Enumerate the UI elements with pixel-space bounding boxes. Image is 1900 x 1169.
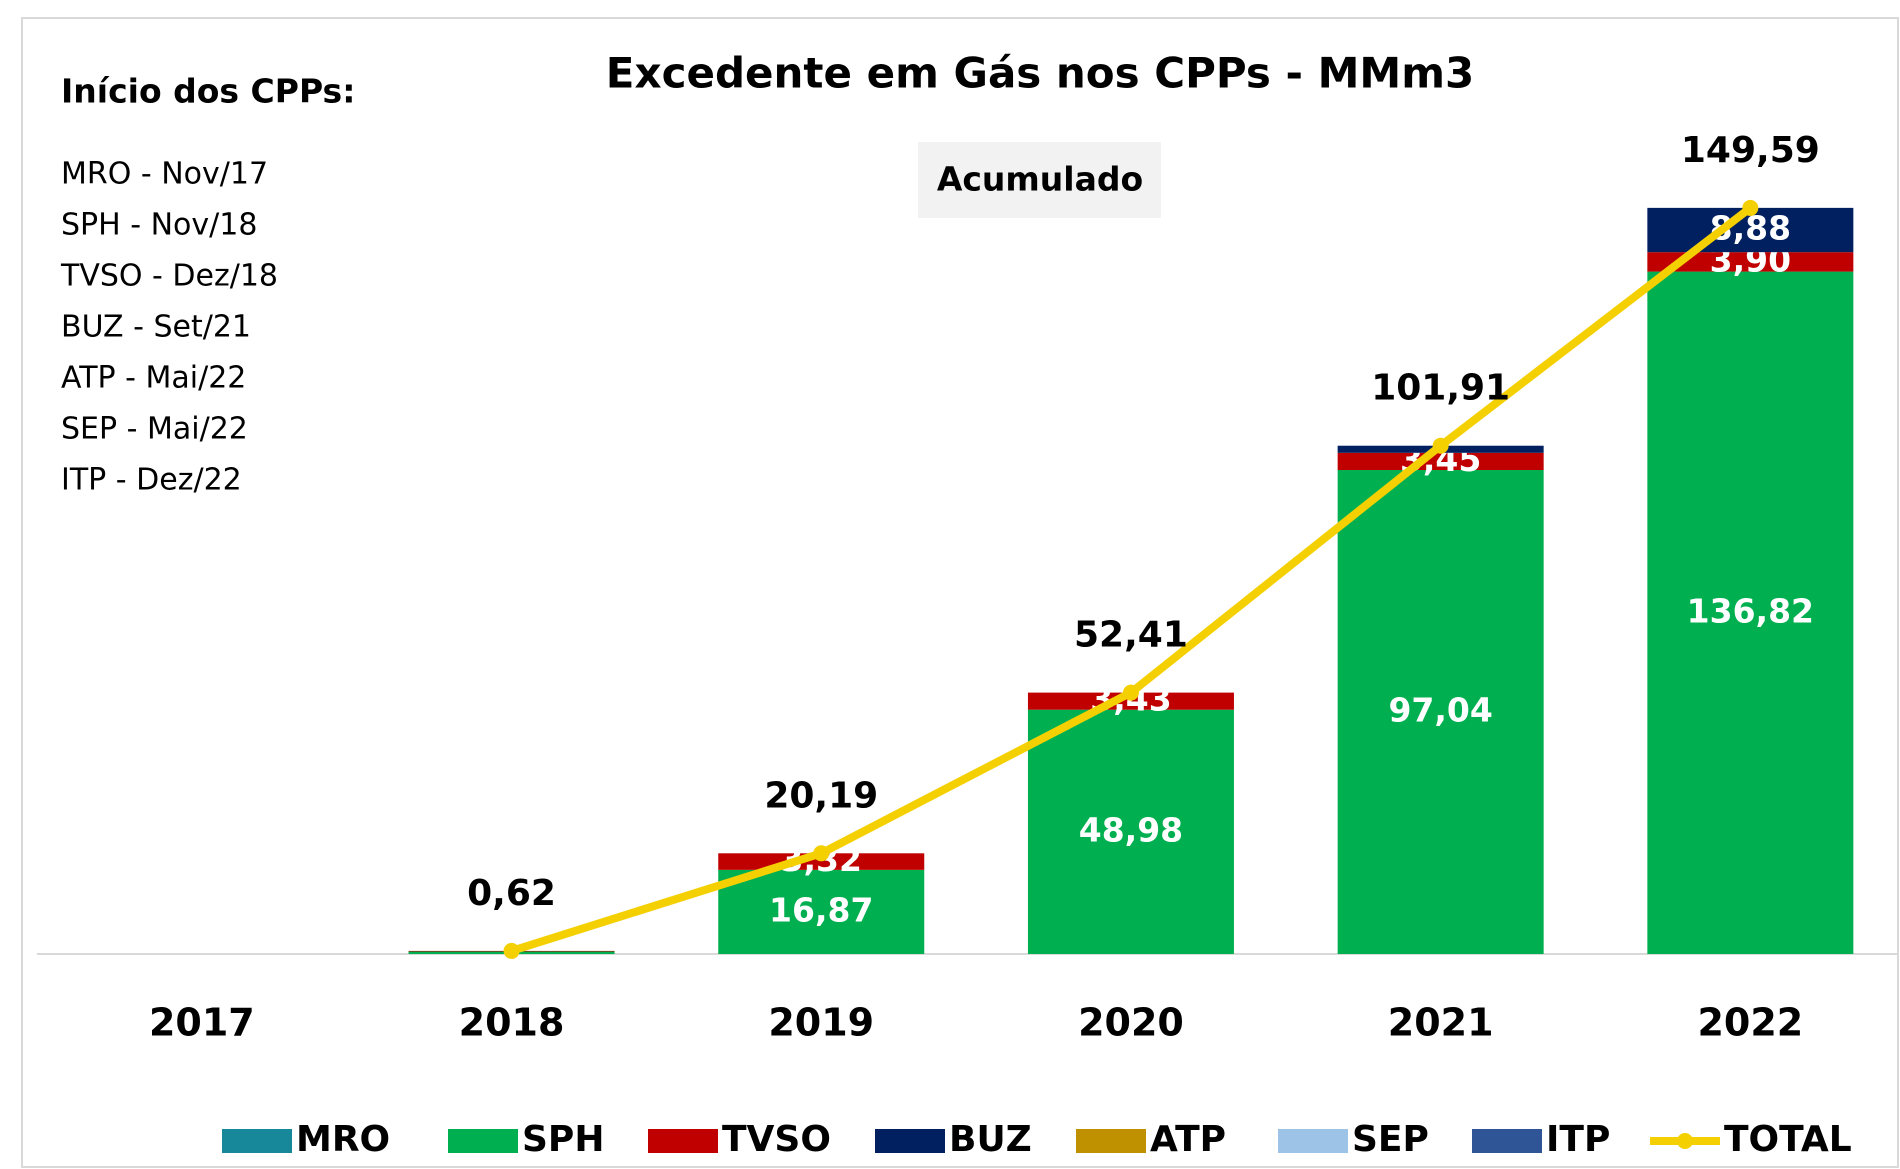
- bar-segment: [1647, 271, 1854, 955]
- total-label: 0,62: [467, 873, 556, 914]
- legend-label: ITP: [1546, 1119, 1610, 1160]
- bar-segment: [1647, 252, 1854, 272]
- legend-label: TVSO: [722, 1119, 831, 1160]
- x-tick-label: 2019: [768, 1001, 874, 1045]
- annotation-heading: Início dos CPPs:: [61, 72, 355, 111]
- annotation-line: TVSO - Dez/18: [60, 259, 278, 294]
- bar-segment: [1337, 452, 1544, 471]
- data-label: 48,98: [1079, 810, 1183, 849]
- x-tick-label: 2017: [149, 1001, 255, 1045]
- total-label: 20,19: [764, 775, 878, 816]
- legend-marker: [1677, 1133, 1693, 1149]
- annotation-line: ITP - Dez/22: [61, 463, 242, 498]
- legend-swatch: [1278, 1129, 1348, 1153]
- data-label: 97,04: [1388, 691, 1492, 730]
- x-tick-label: 2020: [1078, 1001, 1184, 1045]
- x-tick-label: 2021: [1388, 1001, 1494, 1045]
- annotation-line: SPH - Nov/18: [61, 208, 257, 243]
- chart-title: Excedente em Gás nos CPPs - MMm3: [606, 49, 1474, 98]
- annotation-box-text: Acumulado: [937, 160, 1143, 199]
- total-marker: [503, 942, 520, 959]
- legend-label: TOTAL: [1724, 1119, 1852, 1160]
- annotation-line: BUZ - Set/21: [61, 310, 251, 345]
- legend-label: SPH: [522, 1119, 604, 1160]
- bar-segment: [1027, 692, 1234, 710]
- annotation-line: MRO - Nov/17: [61, 157, 268, 192]
- legend-label: BUZ: [949, 1119, 1032, 1160]
- x-tick-label: 2018: [459, 1001, 565, 1045]
- total-marker: [1122, 684, 1139, 701]
- legend-label: ATP: [1150, 1119, 1226, 1160]
- bar-segment: [1027, 709, 1234, 954]
- x-tick-label: 2022: [1697, 1001, 1803, 1045]
- annotation-line: ATP - Mai/22: [61, 361, 246, 396]
- legend-swatch: [1472, 1129, 1542, 1153]
- annotation-line: SEP - Mai/22: [61, 412, 248, 447]
- legend-swatch: [648, 1129, 718, 1153]
- bar-segment: [1337, 470, 1544, 954]
- total-label: 101,91: [1371, 368, 1510, 409]
- legend-swatch: [1076, 1129, 1146, 1153]
- total-label: 52,41: [1074, 615, 1188, 656]
- total-marker: [813, 845, 830, 862]
- total-marker: [1742, 199, 1759, 216]
- data-label: 16,87: [769, 890, 873, 929]
- legend-swatch: [875, 1129, 945, 1153]
- legend-label: SEP: [1352, 1119, 1429, 1160]
- annotation-box: [918, 142, 1161, 218]
- legend-label: MRO: [296, 1119, 390, 1160]
- total-label: 149,59: [1681, 130, 1820, 171]
- legend-swatch: [222, 1129, 292, 1153]
- total-marker: [1432, 437, 1449, 454]
- data-label: 136,82: [1687, 591, 1814, 630]
- bar-segment: [718, 869, 925, 954]
- legend-swatch: [448, 1129, 518, 1153]
